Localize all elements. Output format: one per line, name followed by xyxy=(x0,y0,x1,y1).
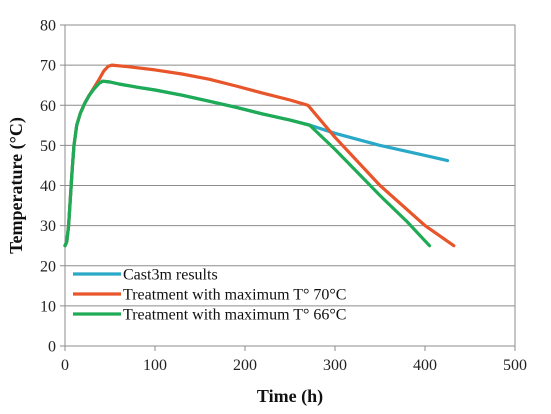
x-tick-label: 0 xyxy=(61,357,69,374)
legend-label-3: Treatment with maximum T° 66°C xyxy=(123,307,346,324)
legend-label-1: Cast3m results xyxy=(123,267,218,284)
x-tick-label: 200 xyxy=(233,357,257,374)
legend-label-2: Treatment with maximum T° 70°C xyxy=(123,287,346,304)
series-line-2 xyxy=(63,63,456,248)
y-tick-label: 40 xyxy=(40,178,56,195)
x-tick-label: 400 xyxy=(413,357,437,374)
series-line-3 xyxy=(63,79,432,248)
x-axis-title: Time (h) xyxy=(257,386,323,407)
legend: Cast3m results Treatment with maximum T° … xyxy=(73,267,346,324)
y-tick-label: 70 xyxy=(40,58,56,75)
x-tick-label: 300 xyxy=(323,357,347,374)
y-tick-label: 20 xyxy=(40,258,56,275)
x-tick-label: 100 xyxy=(143,357,167,374)
y-axis-title: Temperature (°C) xyxy=(6,117,27,254)
series-lines xyxy=(63,63,456,248)
y-tick-label: 10 xyxy=(40,298,56,315)
series-line-1 xyxy=(63,79,450,248)
tick-labels: 0 10 20 30 40 50 60 70 80 0 100 200 300 400 500 xyxy=(40,18,527,375)
y-tick-label: 60 xyxy=(40,98,56,115)
x-tick-label: 500 xyxy=(503,357,527,374)
y-tick-label: 30 xyxy=(40,218,56,235)
y-tick-label: 80 xyxy=(40,18,56,35)
y-tick-label: 0 xyxy=(48,339,56,356)
y-tick-label: 50 xyxy=(40,138,56,155)
